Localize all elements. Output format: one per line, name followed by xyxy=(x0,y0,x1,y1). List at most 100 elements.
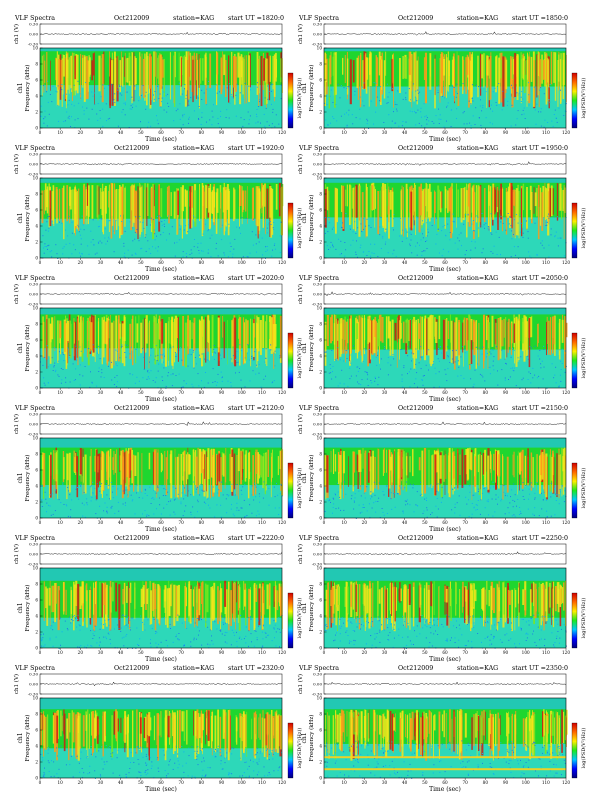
time-axis-label: Time (sec) xyxy=(145,786,177,792)
time-tick-label: 30 xyxy=(382,780,388,785)
frequency-tick-label: 2 xyxy=(319,760,322,765)
time-tick-label: 40 xyxy=(118,390,124,395)
time-tick-label: 30 xyxy=(98,780,104,785)
panel-station: station=KAG xyxy=(457,15,498,22)
panel-station: station=KAG xyxy=(457,275,498,282)
frequency-axis-label: Frequency (kHz) xyxy=(24,65,31,112)
channel-label: ch1 xyxy=(17,602,24,613)
cutoff-band xyxy=(40,48,282,51)
time-tick-label: 10 xyxy=(341,650,347,655)
time-tick-label: 80 xyxy=(483,780,489,785)
frequency-tick-label: 8 xyxy=(35,192,38,197)
time-tick-label: 80 xyxy=(483,130,489,135)
frequency-tick-label: 2 xyxy=(35,500,38,505)
time-tick-label: 20 xyxy=(78,260,84,265)
frequency-tick-label: 4 xyxy=(35,744,38,749)
frequency-tick-label: 8 xyxy=(35,322,38,327)
frequency-tick-label: 8 xyxy=(35,712,38,717)
amplitude-axis-label: ch1 (V) xyxy=(13,154,20,174)
time-axis-label: Time (sec) xyxy=(429,786,461,792)
time-tick-label: 70 xyxy=(462,390,468,395)
time-tick-label: 20 xyxy=(78,650,84,655)
time-tick-label: 40 xyxy=(118,260,124,265)
amplitude-tick-label: 0.00 xyxy=(29,32,38,37)
cutoff-band xyxy=(40,308,282,314)
time-tick-label: 100 xyxy=(238,520,246,525)
time-tick-label: 10 xyxy=(57,260,63,265)
time-tick-label: 90 xyxy=(503,260,509,265)
frequency-tick-label: 8 xyxy=(35,582,38,587)
time-tick-label: 20 xyxy=(78,780,84,785)
time-tick-label: 30 xyxy=(98,520,104,525)
frequency-tick-label: 6 xyxy=(319,208,322,213)
time-tick-label: 80 xyxy=(199,520,205,525)
time-tick-label: 20 xyxy=(362,260,368,265)
time-tick-label: 80 xyxy=(199,650,205,655)
frequency-tick-label: 4 xyxy=(35,354,38,359)
panel-date: Oct212009 xyxy=(114,405,149,412)
time-tick-label: 10 xyxy=(341,390,347,395)
panel-date: Oct212009 xyxy=(398,535,433,542)
frequency-tick-label: 6 xyxy=(319,468,322,473)
amplitude-tick-label: 0.30 xyxy=(313,672,322,677)
amplitude-tick-label: 0.00 xyxy=(313,552,322,557)
time-tick-label: 50 xyxy=(138,780,144,785)
time-tick-label: 10 xyxy=(341,260,347,265)
time-tick-label: 110 xyxy=(542,390,550,395)
frequency-tick-label: 8 xyxy=(35,452,38,457)
time-axis-label: Time (sec) xyxy=(429,266,461,273)
time-tick-label: 60 xyxy=(158,520,164,525)
colorbar xyxy=(288,723,293,778)
amplitude-tick-label: 0.30 xyxy=(29,672,38,677)
frequency-tick-label: 4 xyxy=(35,94,38,99)
panel-start-ut: start UT =2250:0 xyxy=(512,535,568,542)
panel-date: Oct212009 xyxy=(114,665,149,672)
frequency-tick-label: 6 xyxy=(319,338,322,343)
frequency-tick-label: 2 xyxy=(319,500,322,505)
colorbar xyxy=(572,463,577,518)
colorbar xyxy=(572,203,577,258)
time-tick-label: 30 xyxy=(382,650,388,655)
frequency-tick-label: 4 xyxy=(319,484,322,489)
time-tick-label: 70 xyxy=(462,780,468,785)
panel-station: station=KAG xyxy=(173,15,214,22)
time-tick-label: 80 xyxy=(483,650,489,655)
time-tick-label: 90 xyxy=(219,520,225,525)
time-tick-label: 20 xyxy=(362,390,368,395)
frequency-tick-label: 10 xyxy=(317,176,323,181)
time-tick-label: 30 xyxy=(98,260,104,265)
amplitude-tick-label: 0.00 xyxy=(29,162,38,167)
time-tick-label: 100 xyxy=(238,260,246,265)
time-tick-label: 0 xyxy=(39,130,42,135)
panel-station: station=KAG xyxy=(173,145,214,152)
time-tick-label: 90 xyxy=(503,650,509,655)
time-tick-label: 100 xyxy=(522,130,530,135)
time-tick-label: 10 xyxy=(57,650,63,655)
frequency-axis-label: Frequency (kHz) xyxy=(308,455,315,502)
time-tick-label: 100 xyxy=(238,650,246,655)
time-tick-label: 100 xyxy=(522,650,530,655)
frequency-axis-label: Frequency (kHz) xyxy=(24,455,31,502)
panel-station: station=KAG xyxy=(173,275,214,282)
time-tick-label: 60 xyxy=(442,130,448,135)
time-tick-label: 90 xyxy=(503,780,509,785)
time-tick-label: 10 xyxy=(57,520,63,525)
channel-label: ch1 xyxy=(17,82,24,93)
frequency-tick-label: 2 xyxy=(319,630,322,635)
panel-date: Oct212009 xyxy=(114,15,149,22)
amplitude-axis-label: ch1 (V) xyxy=(13,24,20,44)
time-tick-label: 40 xyxy=(118,650,124,655)
time-tick-label: 70 xyxy=(178,520,184,525)
cutoff-band xyxy=(324,698,566,709)
panel-date: Oct212009 xyxy=(398,405,433,412)
time-axis-label: Time (sec) xyxy=(429,396,461,403)
time-tick-label: 20 xyxy=(78,130,84,135)
time-tick-label: 30 xyxy=(98,390,104,395)
time-tick-label: 0 xyxy=(323,390,326,395)
time-tick-label: 0 xyxy=(323,130,326,135)
frequency-tick-label: 8 xyxy=(319,582,322,587)
